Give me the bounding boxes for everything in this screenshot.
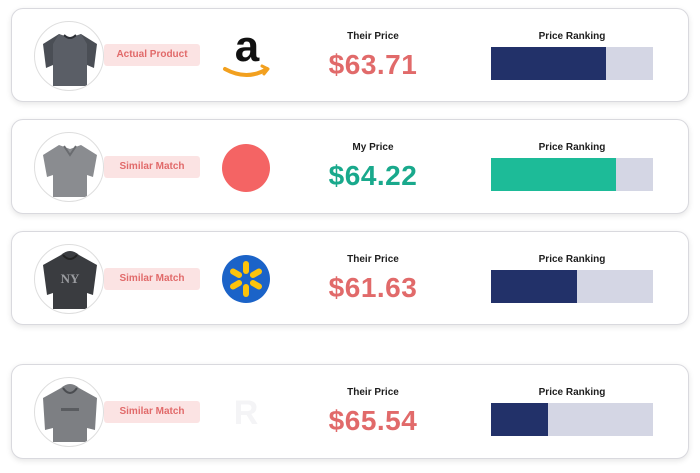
rank-label: Price Ranking	[538, 387, 606, 398]
price-ranking-fill	[491, 403, 548, 436]
gray-hoodie-icon	[43, 384, 97, 442]
walmart-logo-icon[interactable]	[220, 253, 272, 305]
product-thumbnail[interactable]	[34, 377, 104, 447]
match-badge: Similar Match	[104, 268, 200, 290]
amazon-logo-icon[interactable]: a	[221, 25, 273, 83]
red-circle-store-icon[interactable]	[220, 142, 272, 194]
match-badge: Similar Match	[104, 401, 200, 423]
rank-label: Price Ranking	[538, 142, 606, 153]
rank-label: Price Ranking	[538, 31, 606, 42]
price-value: $63.71	[328, 49, 418, 80]
product-thumbnail[interactable]	[34, 21, 104, 91]
price-ranking-fill	[491, 47, 607, 80]
svg-text:R: R	[234, 394, 259, 432]
svg-text:NY: NY	[61, 271, 80, 286]
svg-text:a: a	[235, 25, 260, 71]
match-badge: Similar Match	[104, 156, 200, 178]
raglan-shirt-icon	[43, 34, 97, 86]
price-ranking-fill	[491, 270, 577, 303]
price-ranking-bar	[491, 270, 653, 303]
gray-shirt-icon	[43, 145, 97, 197]
yankees-hoodie-icon: NY	[43, 251, 97, 309]
product-card-1[interactable]: Actual Product a Their Price $63.71 Pric…	[11, 8, 689, 102]
price-value: $65.54	[328, 405, 418, 436]
product-card-3[interactable]: NY Similar Match Their Price $61.63 Pric…	[11, 231, 689, 325]
price-label: Their Price	[347, 387, 399, 398]
price-value: $61.63	[328, 272, 418, 303]
product-thumbnail[interactable]: NY	[34, 244, 104, 314]
price-value: $64.22	[328, 160, 418, 191]
product-card-4[interactable]: Similar Match R Their Price $65.54 Price…	[11, 364, 689, 459]
product-thumbnail[interactable]	[34, 132, 104, 202]
product-card-2[interactable]: Similar Match My Price $64.22 Price Rank…	[11, 119, 689, 214]
price-label: Their Price	[347, 31, 399, 42]
price-label: My Price	[352, 142, 394, 153]
price-ranking-fill	[491, 158, 616, 191]
rank-label: Price Ranking	[538, 254, 606, 265]
faded-store-icon[interactable]: R	[220, 386, 272, 438]
price-ranking-bar	[491, 403, 653, 436]
price-label: Their Price	[347, 254, 399, 265]
match-badge: Actual Product	[104, 44, 200, 66]
price-ranking-bar	[491, 158, 653, 191]
price-ranking-bar	[491, 47, 653, 80]
